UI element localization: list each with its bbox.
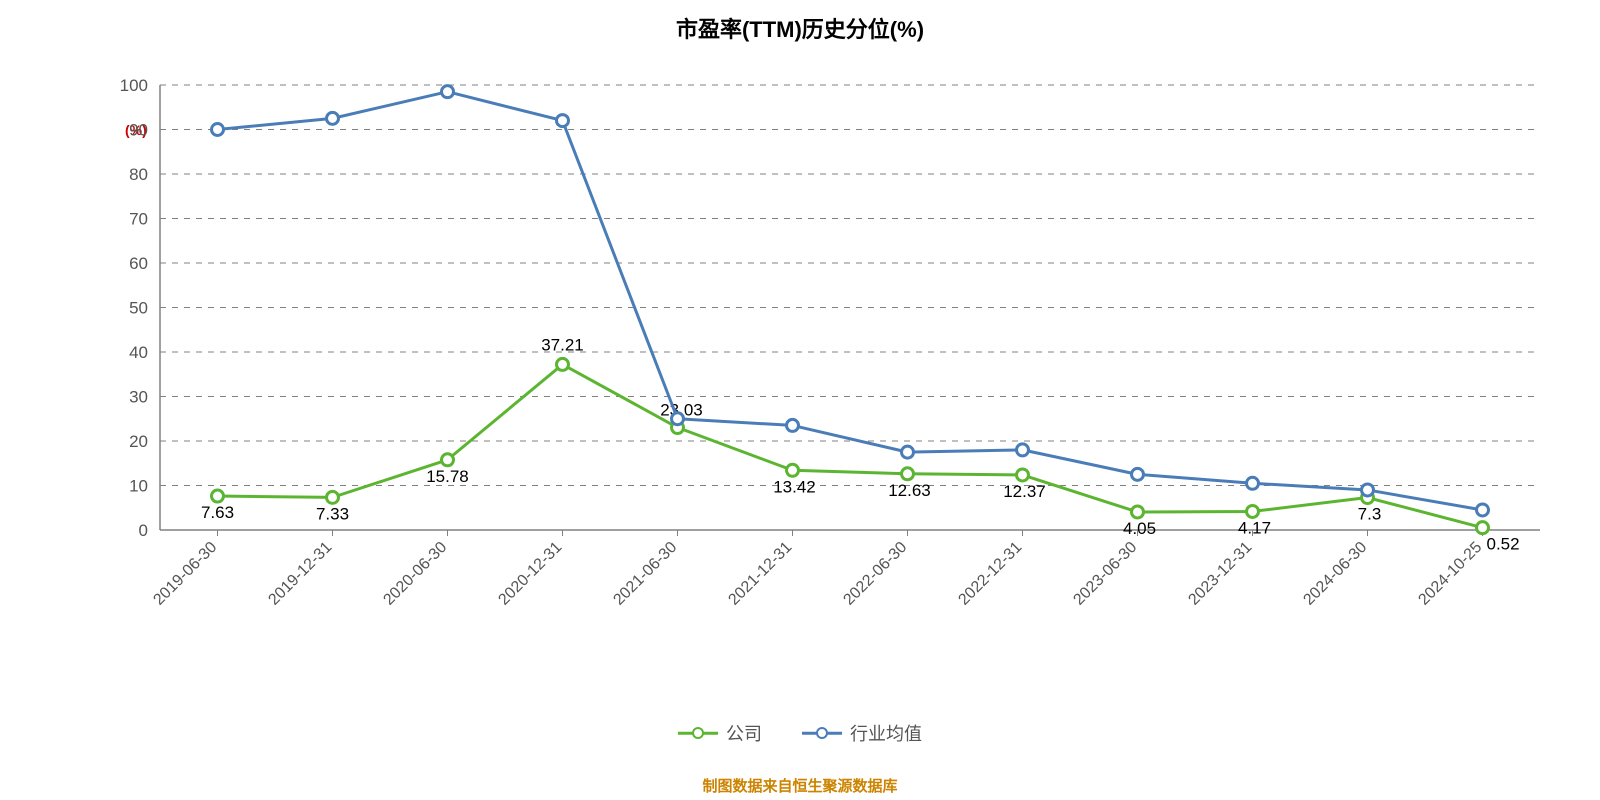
x-tick-label: 2021-12-31 (725, 539, 795, 609)
data-label: 4.05 (1123, 519, 1156, 538)
series-marker (557, 115, 569, 127)
series-marker (327, 112, 339, 124)
x-tick-label: 2023-06-30 (1070, 539, 1140, 609)
legend: 公司 行业均值 (0, 720, 1600, 746)
data-label: 12.37 (1003, 482, 1046, 501)
y-tick-label: 60 (129, 254, 148, 273)
x-tick-label: 2019-06-30 (150, 539, 220, 609)
data-label: 7.3 (1358, 505, 1382, 524)
data-source-credit: 制图数据来自恒生聚源数据库 (0, 775, 1600, 796)
legend-marker (802, 724, 842, 742)
series-marker (442, 454, 454, 466)
x-tick-label: 2020-12-31 (495, 539, 565, 609)
y-tick-label: 40 (129, 343, 148, 362)
data-label: 13.42 (773, 477, 816, 496)
x-tick-label: 2024-06-30 (1300, 539, 1370, 609)
x-tick-label: 2020-06-30 (380, 539, 450, 609)
series-marker (672, 413, 684, 425)
x-tick-label: 2024-10-25 (1415, 539, 1485, 609)
y-tick-label: 50 (129, 299, 148, 318)
series-marker (1362, 484, 1374, 496)
series-line (218, 364, 1483, 527)
series-line (218, 92, 1483, 510)
chart-plot: 0 10 20 30 40 50 60 70 80 90 100 2019-06-30 2019-12-… (0, 0, 1600, 800)
y-tick-label: 30 (129, 388, 148, 407)
legend-label: 行业均值 (850, 720, 922, 746)
data-label: 15.78 (426, 467, 469, 486)
series-marker (1477, 504, 1489, 516)
y-tick-label: 90 (129, 121, 148, 140)
series-marker (1477, 522, 1489, 534)
x-tick-label: 2019-12-31 (265, 539, 335, 609)
y-tick-label: 20 (129, 432, 148, 451)
data-label: 4.17 (1238, 518, 1271, 537)
series-marker (1247, 477, 1259, 489)
legend-label: 公司 (726, 720, 762, 746)
y-tick-label: 100 (120, 76, 148, 95)
series-marker (557, 358, 569, 370)
series-marker (787, 419, 799, 431)
data-label: 37.21 (541, 335, 584, 354)
data-label: 0.52 (1487, 535, 1520, 554)
x-tick-label: 2023-12-31 (1185, 539, 1255, 609)
series-marker (1132, 506, 1144, 518)
y-tick-label: 0 (139, 521, 148, 540)
y-tick-label: 70 (129, 210, 148, 229)
data-label: 7.63 (201, 503, 234, 522)
series-marker (1017, 444, 1029, 456)
data-label: 7.33 (316, 504, 349, 523)
legend-marker (678, 724, 718, 742)
x-tick-label: 2022-06-30 (840, 539, 910, 609)
series-marker (902, 468, 914, 480)
legend-item[interactable]: 公司 (678, 720, 762, 746)
series-marker (212, 124, 224, 136)
series-marker (1247, 505, 1259, 517)
series-marker (212, 490, 224, 502)
series-marker (1017, 469, 1029, 481)
legend-item[interactable]: 行业均值 (802, 720, 922, 746)
series-marker (442, 86, 454, 98)
series-marker (787, 464, 799, 476)
series-marker (327, 491, 339, 503)
series-marker (1132, 468, 1144, 480)
y-tick-label: 80 (129, 165, 148, 184)
y-tick-label: 10 (129, 477, 148, 496)
x-tick-label: 2021-06-30 (610, 539, 680, 609)
series-marker (902, 446, 914, 458)
x-tick-label: 2022-12-31 (955, 539, 1025, 609)
data-label: 12.63 (888, 481, 931, 500)
